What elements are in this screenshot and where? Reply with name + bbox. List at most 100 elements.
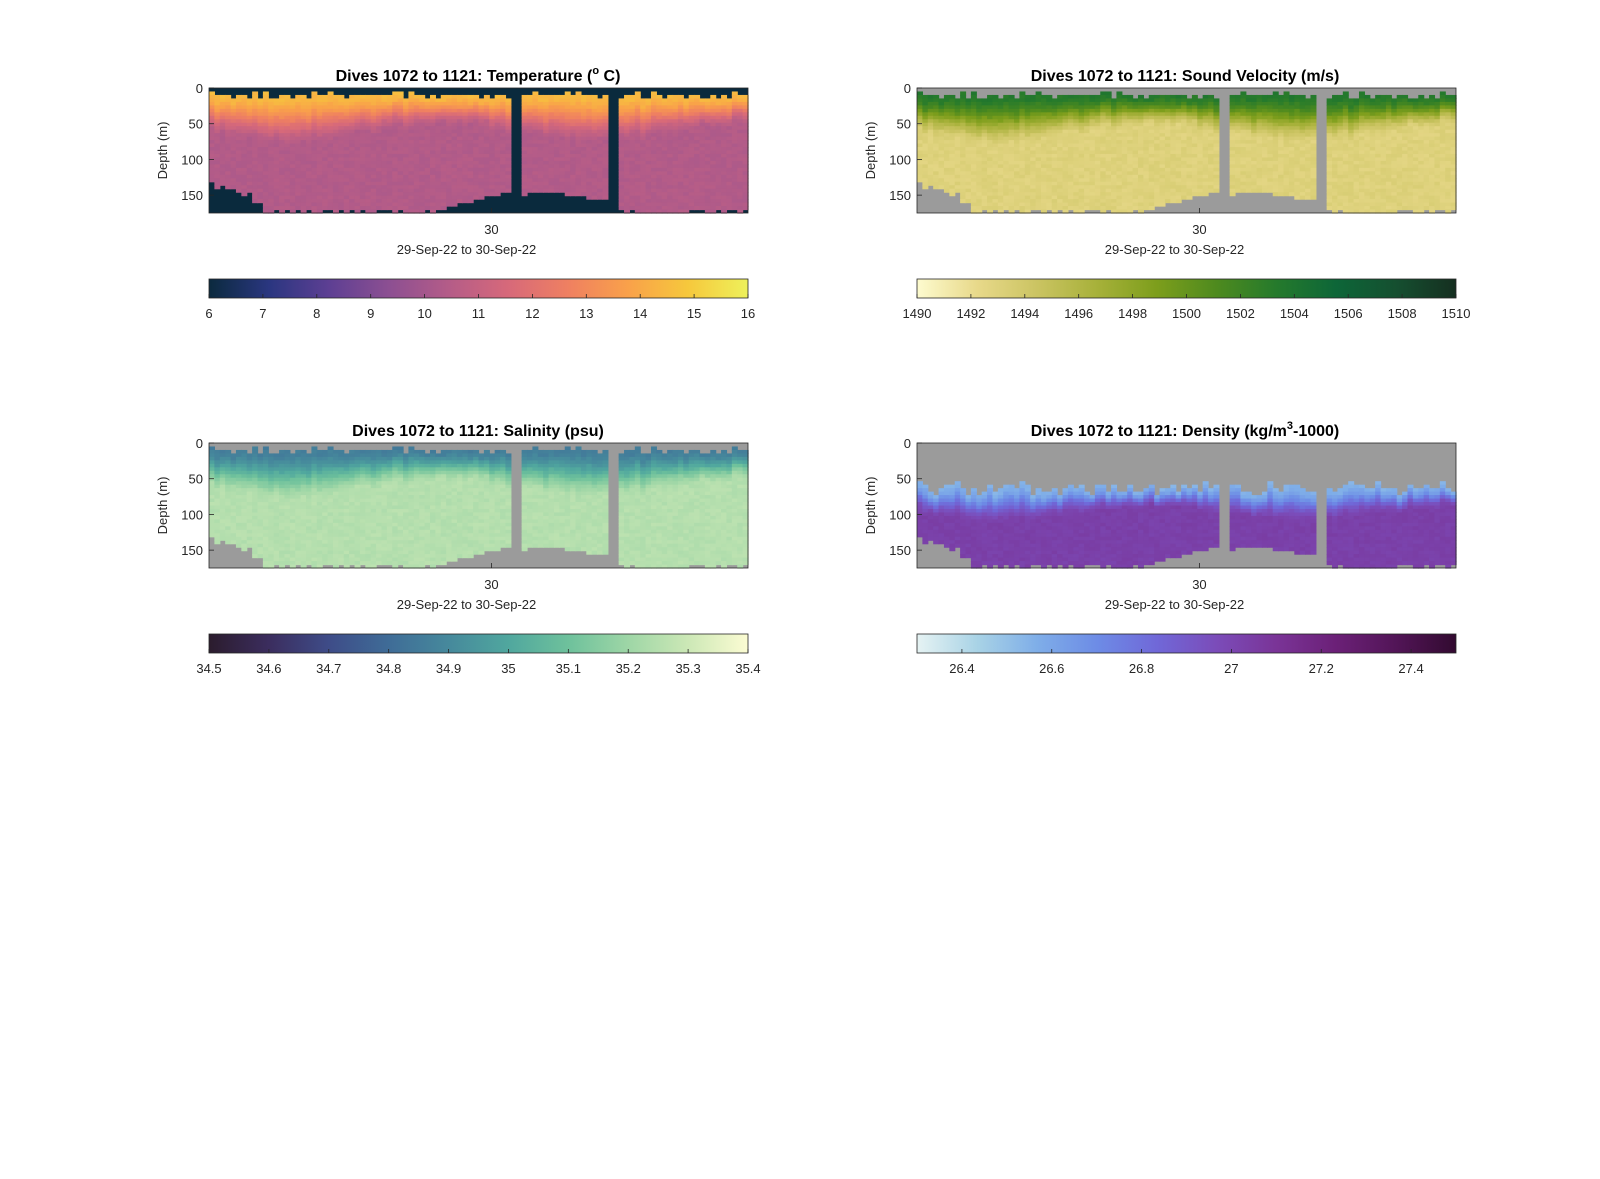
heatmap-cell [1191, 143, 1198, 148]
heatmap-cell [478, 153, 485, 159]
heatmap-cell [1121, 157, 1128, 162]
heatmap-cell [359, 119, 366, 124]
heatmap-cell [1040, 171, 1047, 176]
heatmap-cell [1057, 140, 1064, 145]
heatmap-cell [917, 164, 923, 169]
heatmap-cell [1073, 181, 1080, 186]
heatmap-cell [1208, 143, 1215, 148]
heatmap-cell [731, 112, 738, 117]
heatmap-cell [1137, 178, 1144, 183]
heatmap-cell [721, 136, 728, 141]
heatmap-cell [564, 153, 571, 159]
heatmap-cell [327, 181, 334, 186]
heatmap-cell [694, 153, 701, 159]
heatmap-cell [949, 119, 956, 124]
heatmap-cell [987, 112, 994, 117]
heatmap-cell [376, 153, 383, 159]
sound-velocity-title: Dives 1072 to 1121: Sound Velocity (m/s) [1031, 68, 1340, 85]
heatmap-cell [715, 150, 722, 155]
heatmap-cell [279, 157, 286, 162]
heatmap-cell [419, 112, 426, 117]
heatmap-cell [656, 126, 663, 131]
heatmap-cell [235, 174, 242, 179]
heatmap-cell [365, 153, 372, 159]
heatmap-cell [1137, 126, 1144, 131]
heatmap-cell [597, 140, 604, 145]
heatmap-cell [683, 101, 690, 106]
heatmap-cell [1186, 133, 1193, 138]
heatmap-cell [543, 160, 550, 165]
heatmap-cell [1164, 98, 1171, 103]
heatmap-cell [1073, 185, 1080, 190]
heatmap-cell [997, 206, 1004, 211]
heatmap-cell [618, 98, 625, 103]
heatmap-cell [1127, 181, 1134, 186]
heatmap-cell [1057, 206, 1064, 211]
heatmap-cell [1062, 133, 1069, 138]
heatmap-cell [597, 171, 604, 176]
heatmap-cell [262, 178, 269, 183]
heatmap-cell [408, 209, 415, 214]
heatmap-cell [451, 185, 458, 190]
heatmap-cell [279, 199, 286, 204]
heatmap-cell [1040, 108, 1047, 113]
heatmap-cell [381, 157, 388, 162]
heatmap-cell [262, 153, 269, 159]
heatmap-cell [1181, 129, 1188, 134]
heatmap-cell [327, 112, 334, 117]
heatmap-cell [1046, 178, 1053, 183]
heatmap-cell [1116, 119, 1123, 124]
heatmap-cell [446, 108, 453, 113]
heatmap-cell [1030, 188, 1037, 193]
heatmap-cell [306, 153, 313, 159]
heatmap-cell [284, 136, 291, 141]
heatmap-cell [429, 192, 436, 197]
heatmap-cell [1062, 153, 1069, 159]
heatmap-cell [1121, 181, 1128, 186]
heatmap-cell [246, 126, 253, 131]
heatmap-cell [462, 129, 469, 134]
heatmap-cell [473, 115, 480, 120]
heatmap-cell [279, 160, 286, 165]
heatmap-cell [634, 126, 641, 131]
heatmap-cell [537, 98, 544, 103]
heatmap-cell [656, 150, 663, 155]
heatmap-cell [543, 185, 550, 190]
heatmap-cell [1084, 192, 1091, 197]
heatmap-cell [365, 94, 372, 100]
heatmap-cell [981, 164, 988, 169]
heatmap-cell [1229, 112, 1236, 117]
heatmap-cell [322, 171, 329, 176]
heatmap-cell [1181, 150, 1188, 155]
heatmap-cell [656, 206, 663, 211]
heatmap-cell [241, 157, 248, 162]
heatmap-cell [715, 202, 722, 207]
heatmap-cell [494, 98, 501, 103]
heatmap-cell [381, 164, 388, 169]
heatmap-cell [1067, 164, 1074, 169]
heatmap-cell [1030, 202, 1037, 207]
heatmap-cell [1084, 174, 1091, 179]
heatmap-cell [532, 143, 539, 148]
heatmap-cell [710, 105, 717, 110]
heatmap-cell [1046, 202, 1053, 207]
heatmap-cell [494, 143, 501, 148]
heatmap-cell [489, 192, 496, 197]
heatmap-cell [1148, 188, 1155, 193]
heatmap-cell [672, 195, 679, 200]
heatmap-cell [559, 133, 566, 138]
heatmap-cell [279, 133, 286, 138]
heatmap-cell [268, 199, 275, 204]
heatmap-cell [710, 153, 717, 159]
heatmap-cell [737, 150, 744, 155]
heatmap-cell [1181, 105, 1188, 110]
heatmap-cell [721, 167, 728, 172]
heatmap-cell [645, 147, 652, 152]
heatmap-cell [241, 150, 248, 155]
heatmap-cell [1057, 122, 1064, 127]
heatmap-cell [473, 147, 480, 152]
heatmap-cell [1154, 181, 1161, 186]
heatmap-cell [1197, 136, 1204, 141]
heatmap-cell [927, 164, 934, 169]
heatmap-cell [413, 129, 420, 134]
